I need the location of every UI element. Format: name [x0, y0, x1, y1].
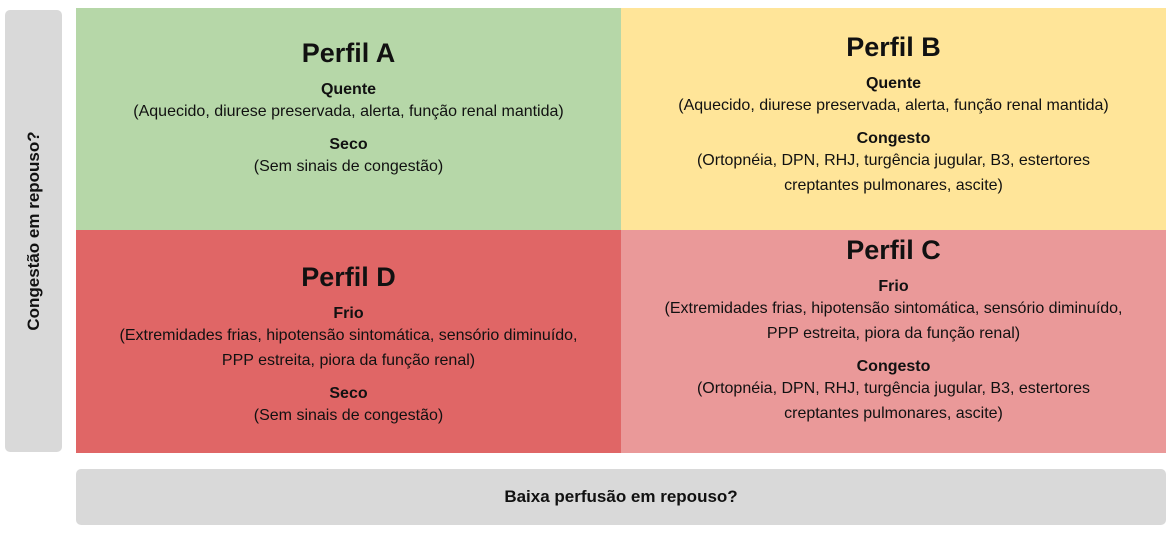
perfil-d-congestion-desc: (Sem sinais de congestão) — [253, 406, 444, 424]
perfil-c-congestion: Congesto — [856, 358, 931, 375]
y-axis-label: Congestão em repouso? — [23, 131, 43, 331]
x-axis-label-box: Baixa perfusão em repouso? — [76, 469, 1166, 525]
perfil-b-congestion-desc: (Ortopnéia, DPN, RHJ, turgência jugular,… — [696, 152, 1091, 194]
perfil-c-title: Perfil C — [846, 235, 941, 265]
y-axis-label-box: Congestão em repouso? — [5, 10, 62, 452]
perfil-b-congestion: Congesto — [856, 130, 931, 147]
perfil-d-quadrant: Perfil D Frio (Extremidades frias, hipot… — [76, 230, 621, 453]
perfil-b-perfusion: Quente — [865, 75, 922, 92]
perfil-a-congestion: Seco — [329, 135, 368, 153]
perfil-a-quadrant: Perfil A Quente (Aquecido, diurese prese… — [76, 8, 621, 230]
perfil-a-perfusion: Quente — [320, 80, 377, 98]
perfil-a-title: Perfil A — [301, 37, 396, 68]
x-axis-label: Baixa perfusão em repouso? — [504, 487, 738, 506]
perfil-c-quadrant: Perfil C Frio (Extremidades frias, hipot… — [621, 230, 1166, 453]
perfil-d-perfusion-desc: (Extremidades frias, hipotensão sintomát… — [119, 326, 578, 369]
perfil-b-title: Perfil B — [846, 32, 941, 62]
perfil-c-perfusion: Frio — [878, 278, 909, 295]
perfil-b-perfusion-desc: (Aquecido, diurese preservada, alerta, f… — [678, 97, 1109, 114]
perfil-b-quadrant: Perfil B Quente (Aquecido, diurese prese… — [621, 8, 1166, 230]
perfil-a-congestion-desc: (Sem sinais de congestão) — [253, 157, 444, 175]
perfil-d-congestion: Seco — [329, 384, 368, 402]
perfil-c-congestion-desc: (Ortopnéia, DPN, RHJ, turgência jugular,… — [696, 380, 1091, 422]
perfil-a-perfusion-desc: (Aquecido, diurese preservada, alerta, f… — [133, 102, 564, 120]
perfil-d-perfusion: Frio — [333, 304, 364, 322]
perfil-c-perfusion-desc: (Extremidades frias, hipotensão sintomát… — [664, 300, 1123, 342]
perfil-d-title: Perfil D — [301, 261, 396, 292]
